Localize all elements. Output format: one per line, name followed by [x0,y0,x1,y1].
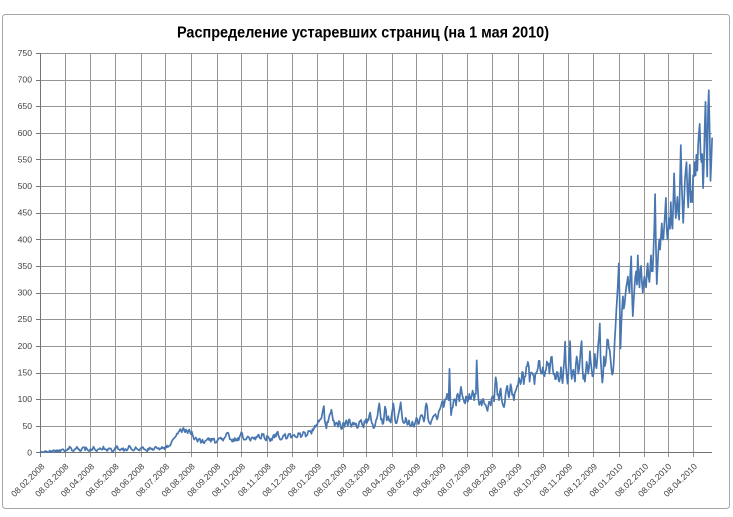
svg-text:Распределение устаревших стран: Распределение устаревших страниц (на 1 м… [177,24,549,41]
svg-text:700: 700 [18,75,33,85]
svg-text:50: 50 [22,421,32,431]
svg-text:300: 300 [18,288,33,298]
svg-text:200: 200 [18,341,33,351]
svg-text:750: 750 [18,48,33,58]
svg-text:150: 150 [18,368,33,378]
svg-text:550: 550 [18,155,33,165]
svg-text:250: 250 [18,314,33,324]
svg-text:500: 500 [18,181,33,191]
svg-text:650: 650 [18,101,33,111]
svg-text:100: 100 [18,394,33,404]
svg-text:450: 450 [18,208,33,218]
svg-text:400: 400 [18,234,33,244]
svg-text:350: 350 [18,261,33,271]
svg-text:0: 0 [27,447,32,457]
svg-text:600: 600 [18,128,33,138]
